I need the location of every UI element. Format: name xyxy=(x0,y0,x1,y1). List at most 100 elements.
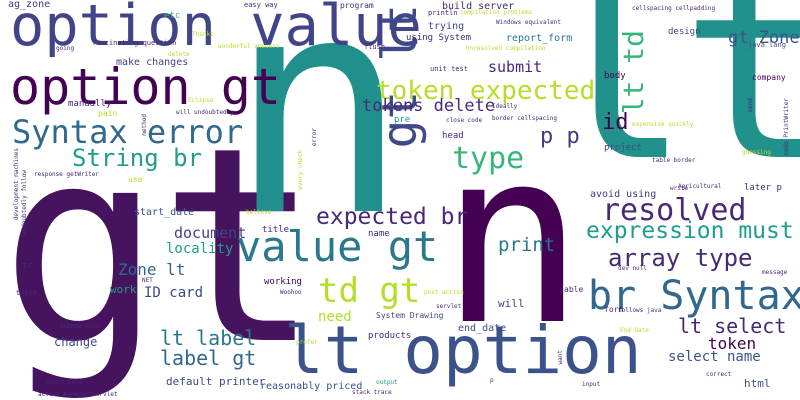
word-close-code: close code xyxy=(446,117,483,124)
word-avoid-using: avoid using xyxy=(590,189,657,200)
word-input: input xyxy=(582,381,601,388)
word-will-undoubtedly: will undoubtedly xyxy=(176,109,234,116)
word-tokens-delete: tokens delete xyxy=(362,96,496,116)
word-tr: tr xyxy=(22,261,33,271)
word-java-lang: java lang xyxy=(748,41,786,49)
word-start-date: start_date xyxy=(134,207,195,218)
word-n-big: n xyxy=(228,0,409,282)
word-agricultural: Agricultural xyxy=(678,183,722,190)
word-easy-way: easy way xyxy=(244,1,278,9)
word-title: title xyxy=(262,225,290,235)
word-company: company xyxy=(752,73,786,82)
word-design: design xyxy=(668,27,701,37)
word-going: going xyxy=(56,45,75,52)
word-submit: submit xyxy=(488,58,543,76)
word-string-br: String br xyxy=(72,144,203,172)
word-reasonably-priced: reasonably priced xyxy=(260,381,363,392)
word-woohoo: Woohoo xyxy=(280,289,302,296)
word-type: type xyxy=(452,141,525,176)
word-prefer: prefer xyxy=(296,339,318,346)
word-expected-br: expected br xyxy=(316,204,469,230)
word-method: method xyxy=(141,114,148,136)
word-trying: trying xyxy=(428,21,465,32)
word-follows-java: follows java xyxy=(618,307,662,314)
word-br-syntax: br Syntax xyxy=(588,273,800,319)
word-products: products xyxy=(368,331,412,341)
word-error: error xyxy=(311,128,318,147)
word-action-agreportservlet: action AgReportServlet xyxy=(38,391,118,398)
word-unresolved-compilation: Unresolved compilation xyxy=(466,45,546,52)
word-html: html xyxy=(744,377,771,390)
word-post-action: post action xyxy=(424,289,464,296)
word-using-system: using System xyxy=(406,33,472,43)
word-build-server: build server xyxy=(442,1,515,12)
word-pre: pre xyxy=(394,115,411,125)
word-output: output xyxy=(376,379,398,386)
word-need: need xyxy=(318,309,352,325)
word-lt-select: lt select xyxy=(678,314,787,338)
word-pain: pain xyxy=(98,109,118,118)
word-stack-trace: stack trace xyxy=(352,389,392,396)
word-system-drawing: System Drawing xyxy=(376,311,444,320)
word-option-value: option value xyxy=(10,0,422,59)
word-ag-zone: ag_zone xyxy=(8,0,51,10)
word-form: form xyxy=(604,305,624,314)
word-want: want xyxy=(557,350,564,365)
word-table-border: table border xyxy=(652,157,696,164)
word-syntax-error: Syntax error xyxy=(12,113,244,151)
word-send: send xyxy=(747,98,754,113)
word-working: working xyxy=(264,277,302,287)
word-ideally: Ideally xyxy=(492,103,518,110)
word-message: message xyxy=(762,269,788,276)
word-gt-zone: gt Zone xyxy=(728,28,800,48)
word-println: println xyxy=(428,9,458,17)
word-believe: believe xyxy=(246,209,272,216)
word-cellspacing-cellpadding: cellspacing cellpadding xyxy=(632,5,716,12)
word-change: change xyxy=(54,335,98,349)
word-p-small: p xyxy=(490,377,494,384)
word-id: id xyxy=(602,110,629,135)
word-array-type: array type xyxy=(608,244,753,272)
word-end-date: end_date xyxy=(458,323,507,334)
word-zone-lt: Zone lt xyxy=(118,260,186,279)
word-correct: correct xyxy=(706,371,732,378)
word-lt-option: lt option xyxy=(284,312,642,389)
word-option-gt: option gt xyxy=(10,58,281,116)
word-fascinating-question: fascinating question xyxy=(92,39,177,47)
word-windows-equivalent: Windows equivalent xyxy=(496,19,562,26)
word-expensive-quickly: expensive quickly xyxy=(632,121,694,128)
word-expression-must: expression must xyxy=(586,218,794,244)
word-eclipse: Eclipse xyxy=(188,97,214,104)
word-compilation-problems: compilation problems xyxy=(460,9,533,16)
word-servlet: servlet xyxy=(436,303,462,310)
word-token: token xyxy=(708,334,757,353)
word-head: head xyxy=(442,131,464,141)
word-lt-label: lt label xyxy=(160,326,257,350)
word-p-p: p p xyxy=(540,124,580,149)
word-flush: flush xyxy=(364,43,386,51)
word-method-post: method post xyxy=(60,323,100,330)
word-td-gt: td gt xyxy=(318,271,421,311)
word-undoubtedly-follow: undoubtedly follow xyxy=(21,170,28,236)
word-start-date-label: Start Date xyxy=(46,379,83,386)
word-name: name xyxy=(368,229,390,239)
word-document: document xyxy=(174,224,247,242)
word-net: NET xyxy=(142,277,153,284)
word-write: write xyxy=(670,185,689,192)
word-project: project xyxy=(604,143,642,153)
word-locality: locality xyxy=(166,241,234,257)
word-default-printer: default printer xyxy=(166,375,266,388)
word-wonderful-answers: wonderful answers xyxy=(218,43,280,50)
word-program: program xyxy=(340,1,374,10)
word-report-form: report_form xyxy=(506,33,573,44)
word-table: table xyxy=(16,289,38,297)
word-every-check: every check xyxy=(297,150,304,190)
word-select-name: select name xyxy=(668,349,761,365)
word-thanks: Thanks xyxy=(192,31,214,38)
word-delete-small: delete xyxy=(168,51,190,58)
word-development-machines: development machines xyxy=(13,148,20,221)
word-body: body xyxy=(604,71,626,81)
word-will: will xyxy=(498,297,525,310)
word-work: work xyxy=(110,283,137,296)
